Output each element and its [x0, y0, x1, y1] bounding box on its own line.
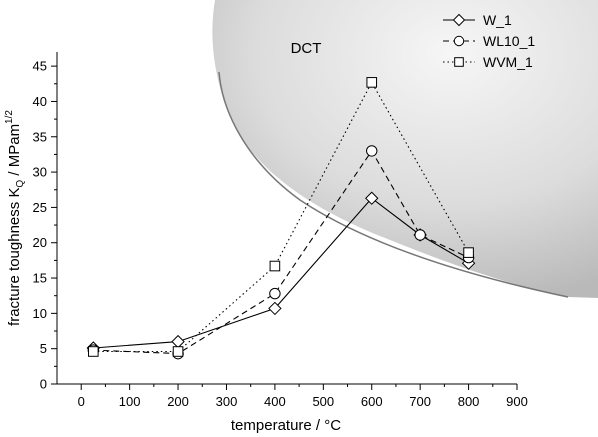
y-tick-label: 10: [33, 306, 47, 321]
legend-label: WVM_1: [483, 54, 533, 70]
square-marker: [463, 247, 474, 258]
x-tick-label: 100: [119, 394, 141, 409]
circle-marker: [269, 287, 281, 300]
y-tick-label: 0: [40, 377, 47, 392]
axes: 0 100 200 300 400 500 600 700 800 900 0 5 10 15 20 25 3…: [33, 52, 528, 409]
diamond-marker: [365, 191, 379, 205]
series-line: [93, 197, 469, 349]
y-axis-title-mid: / MPam: [6, 124, 23, 180]
series-layer: [86, 77, 476, 360]
dct-region: DCT: [212, 0, 598, 298]
x-tick-label: 800: [458, 394, 480, 409]
x-tick-label: 400: [264, 394, 286, 409]
y-ticks: 0 5 10 15 20 25 30 35 40 45: [33, 59, 57, 392]
y-tick-label: 15: [33, 271, 47, 286]
x-tick-label: 200: [167, 394, 189, 409]
series-line: [93, 81, 470, 353]
series-line: [93, 149, 469, 355]
y-axis-title-sub: Q: [15, 180, 26, 188]
y-tick-label: 30: [33, 165, 47, 180]
y-tick-label: 40: [33, 94, 47, 109]
y-axis-title: fracture toughness KQ / MPam1/2: [4, 110, 26, 326]
legend-items: W_1 WL10_1 WVM_1: [443, 12, 535, 70]
square-marker: [88, 346, 99, 357]
x-tick-label: 0: [78, 394, 85, 409]
x-ticks: 0 100 200 300 400 500 600 700 800 900: [78, 384, 528, 409]
x-tick-label: 700: [409, 394, 431, 409]
series-wvm-1: [88, 77, 474, 357]
y-axis-title-main: fracture toughness K: [6, 188, 23, 326]
square-marker: [366, 77, 378, 88]
y-tick-label: 20: [33, 235, 47, 250]
dct-label: DCT: [291, 40, 322, 57]
y-tick-label: 35: [33, 129, 47, 144]
square-marker: [172, 346, 184, 357]
legend-label: W_1: [483, 12, 512, 28]
y-axis-title-sup: 1/2: [4, 110, 15, 124]
circle-marker: [366, 145, 378, 157]
diamond-marker: [171, 334, 185, 349]
square-marker: [454, 57, 464, 67]
circle-marker: [453, 35, 465, 47]
x-tick-label: 500: [312, 394, 334, 409]
y-tick-label: 25: [33, 200, 47, 215]
legend: W_1 WL10_1 WVM_1: [443, 12, 535, 70]
diamond-marker: [268, 301, 282, 316]
y-tick-label: 5: [40, 341, 47, 356]
circle-marker: [414, 229, 426, 241]
x-tick-label: 900: [506, 394, 528, 409]
x-tick-label: 300: [216, 394, 238, 409]
dct-region-shape: [212, 0, 598, 298]
x-tick-label: 600: [361, 394, 383, 409]
y-tick-label: 45: [33, 59, 47, 74]
square-marker: [269, 260, 281, 272]
diamond-marker: [452, 13, 466, 27]
x-axis-title: temperature / °C: [231, 417, 341, 434]
dct-region-edge: [218, 71, 569, 298]
legend-label: WL10_1: [483, 33, 535, 49]
